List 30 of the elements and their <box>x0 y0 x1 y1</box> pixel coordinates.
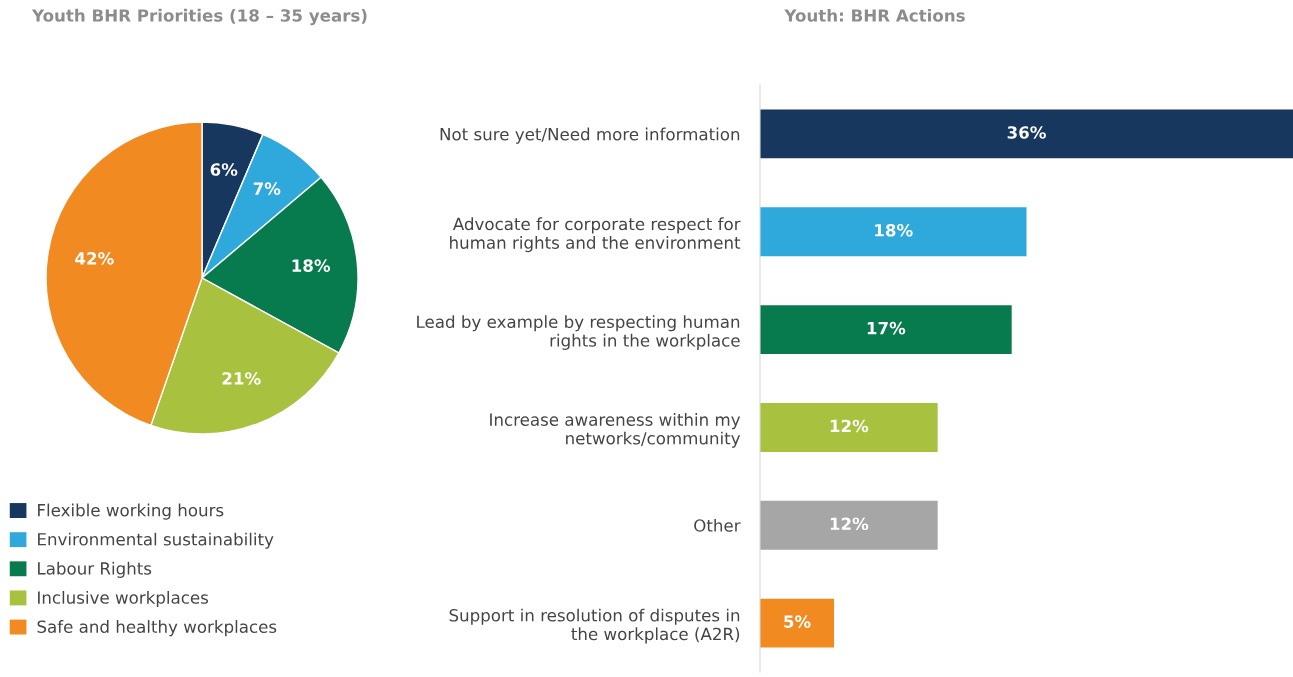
data-label: 17% <box>867 321 906 335</box>
y-tick-label: Other <box>694 518 741 532</box>
data-label: 7% <box>253 182 281 195</box>
y-tick-label: Not sure yet/Need more information <box>440 127 740 144</box>
y-tick-label: Lead by example by respecting human rights in the workplace <box>417 315 740 350</box>
data-label: 6% <box>210 163 238 176</box>
bar <box>760 305 1012 355</box>
data-label: 42% <box>75 252 114 265</box>
data-label: 18% <box>875 223 913 237</box>
bar <box>760 402 938 452</box>
legend-label: Environmental sustainability <box>38 532 274 549</box>
data-label: 5% <box>784 615 811 628</box>
chart-title: Youth: BHR Actions <box>784 8 965 22</box>
data-label: 12% <box>830 517 869 531</box>
data-label: 36% <box>1007 126 1046 139</box>
y-tick-label: Advocate for corporate respect for human rights and the environment <box>450 217 741 253</box>
bar <box>760 109 1293 159</box>
bar <box>760 500 938 550</box>
y-tick-label: Support in resolution of disputes in the workplace (A2R) <box>449 608 740 644</box>
bar <box>760 207 1027 257</box>
legend-label: Inclusive workplaces <box>38 590 209 608</box>
legend-label: Labour Rights <box>38 561 152 578</box>
data-label: 21% <box>222 372 261 385</box>
legend-label: Flexible working hours <box>38 503 224 520</box>
legend-label: Safe and healthy workplaces <box>37 620 277 637</box>
chart-title: Youth BHR Priorities (18 – 35 years) <box>31 8 367 26</box>
data-label: 12% <box>830 419 869 433</box>
data-label: 18% <box>292 259 331 272</box>
y-tick-label: Increase awareness within my networks/community <box>490 413 741 448</box>
bar <box>760 598 835 648</box>
